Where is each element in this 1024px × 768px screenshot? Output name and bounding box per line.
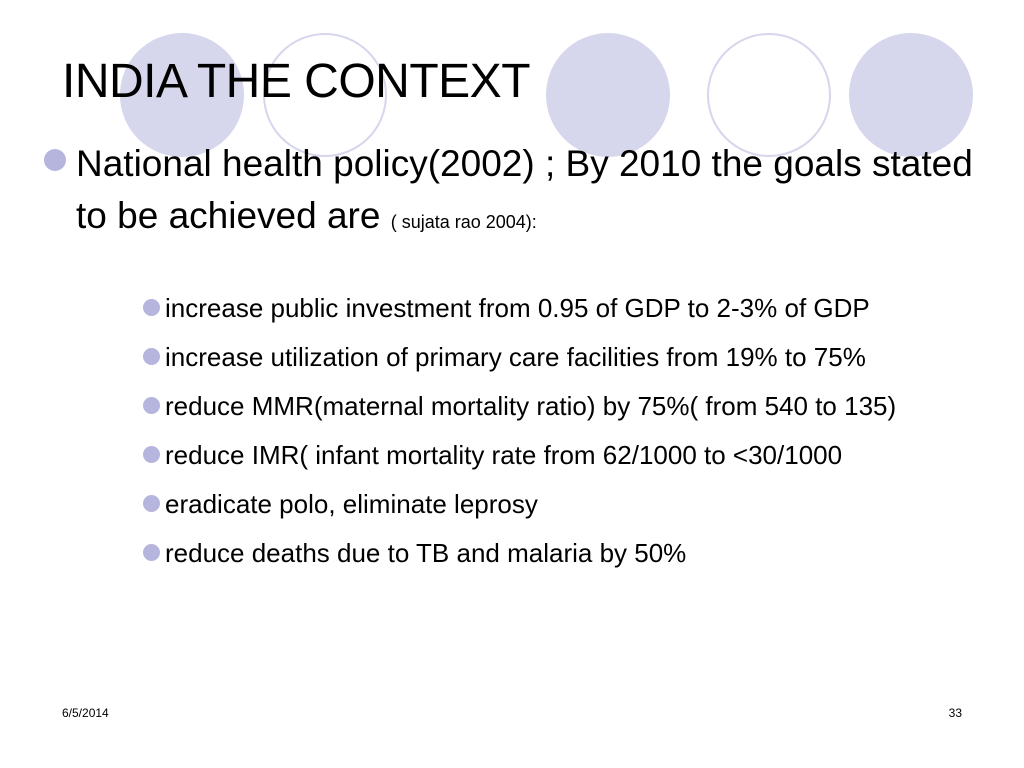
decorative-circle (546, 33, 670, 157)
bullet-icon (143, 495, 160, 512)
bullet-icon (143, 446, 160, 463)
bullet-icon (44, 149, 66, 171)
bullet-icon (143, 544, 160, 561)
bullet-icon (143, 348, 160, 365)
list-item: reduce MMR(maternal mortality ratio) by … (143, 388, 943, 425)
list-item-text: reduce MMR(maternal mortality ratio) by … (165, 391, 897, 421)
sub-point-list: increase public investment from 0.95 of … (143, 290, 943, 584)
bullet-icon (143, 299, 160, 316)
footer-date: 6/5/2014 (62, 706, 109, 720)
list-item-text: eradicate polo, eliminate leprosy (165, 489, 538, 519)
list-item-text: increase public investment from 0.95 of … (165, 293, 870, 323)
list-item: increase utilization of primary care fac… (143, 339, 943, 376)
decorative-ring (263, 33, 387, 157)
main-point-statement: National health policy(2002) ; By 2010 t… (76, 143, 973, 236)
bullet-icon (143, 397, 160, 414)
list-item: reduce IMR( infant mortality rate from 6… (143, 437, 943, 474)
list-item: eradicate polo, eliminate leprosy (143, 486, 943, 523)
decorative-ring (707, 33, 831, 157)
list-item: increase public investment from 0.95 of … (143, 290, 943, 327)
decorative-circle (120, 33, 244, 157)
main-point-text: National health policy(2002) ; By 2010 t… (76, 138, 984, 248)
list-item-text: increase utilization of primary care fac… (165, 342, 866, 372)
list-item: reduce deaths due to TB and malaria by 5… (143, 535, 943, 572)
slide-title: INDIA THE CONTEXT (62, 55, 531, 108)
list-item-text: reduce IMR( infant mortality rate from 6… (165, 440, 843, 470)
citation: ( sujata rao 2004): (390, 212, 537, 232)
main-bullet-point: National health policy(2002) ; By 2010 t… (44, 138, 984, 248)
decorative-circle (849, 33, 973, 157)
page-number: 33 (948, 706, 962, 720)
list-item-text: reduce deaths due to TB and malaria by 5… (165, 538, 687, 568)
